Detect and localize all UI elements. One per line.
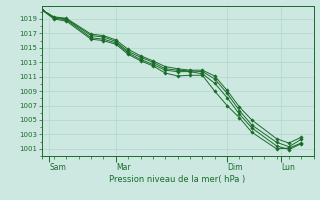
X-axis label: Pression niveau de la mer( hPa ): Pression niveau de la mer( hPa ) [109, 175, 246, 184]
